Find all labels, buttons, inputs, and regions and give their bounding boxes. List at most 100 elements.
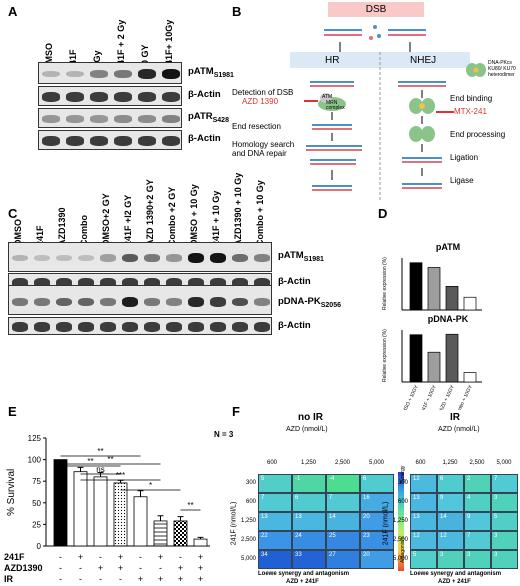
heatmap-cell: 7 xyxy=(491,474,518,493)
bar xyxy=(463,296,477,311)
heatmap-cell: 3 xyxy=(491,531,518,550)
heatmap-cell: -1 xyxy=(292,474,326,493)
blot-band xyxy=(34,322,50,332)
significance-label: ** xyxy=(187,501,193,510)
bar xyxy=(73,471,88,547)
blot-band xyxy=(56,322,72,332)
blot-band xyxy=(166,254,182,262)
heatmap-y-tick: 300 xyxy=(245,480,256,486)
treatment-sign: - xyxy=(159,563,162,573)
heatmap-cell: 6 xyxy=(437,474,464,493)
blot-band xyxy=(42,115,60,123)
lane-header: 241F + 10 Gy xyxy=(211,190,221,246)
end-binding-label: End binding xyxy=(450,94,493,103)
blot-band xyxy=(138,136,156,146)
bar xyxy=(133,496,148,547)
blot-band xyxy=(56,254,72,262)
blot-protein: β-Actin xyxy=(188,133,221,144)
blot-band xyxy=(100,298,116,306)
heatmap-cell: 34 xyxy=(258,550,292,569)
blot-band xyxy=(162,115,180,123)
bar xyxy=(409,334,423,383)
blot-band xyxy=(78,278,94,288)
panel-label-f: F xyxy=(232,404,240,419)
blot-protein: β-Actin xyxy=(278,320,311,331)
blot-band xyxy=(90,115,108,123)
dnapk-legend: DNA-PKcs KU80/ KU70 heterodimer xyxy=(488,60,516,78)
bar xyxy=(445,286,459,311)
heatmap-cell: 13 xyxy=(258,512,292,531)
blot-band xyxy=(210,253,226,263)
blot-band xyxy=(188,297,204,307)
blot-protein: pATM xyxy=(278,250,304,261)
blot-band xyxy=(232,297,248,307)
blot-band xyxy=(114,70,132,78)
panel-label-c: C xyxy=(8,206,18,221)
lane-header: Combo +2 GY xyxy=(167,186,177,246)
heatmap-cell: 7 xyxy=(326,493,360,512)
lane-header: AZD1390 + 10 Gy xyxy=(233,172,243,246)
blot-protein: pDNA-PK xyxy=(278,296,321,307)
blot-band xyxy=(232,278,248,288)
bar xyxy=(445,333,459,383)
heatmap-x-tick: 5,000 xyxy=(496,460,512,466)
heatmap-y-tick: 5,000 xyxy=(240,556,256,562)
y-axis-label: % Survival xyxy=(6,469,17,516)
detection-label: Detection of DSB xyxy=(232,88,294,97)
heatmap-cell: 33 xyxy=(292,550,326,569)
blot-band xyxy=(42,92,60,102)
treatment-sign: - xyxy=(59,574,62,584)
chart-title: pDNA-PK xyxy=(428,314,469,324)
bar xyxy=(193,538,208,547)
bar xyxy=(427,267,441,311)
blot-protein: β-Actin xyxy=(188,89,221,100)
blot-band xyxy=(210,297,226,307)
panel-b-schematic xyxy=(290,25,486,200)
bar xyxy=(463,372,477,383)
heatmap-cell: 14 xyxy=(437,512,464,531)
blot-label: β-Actin xyxy=(188,89,221,100)
blot-band xyxy=(12,322,28,332)
heatmap-colorbar xyxy=(398,472,404,571)
blot-image xyxy=(38,86,182,106)
treatment-sign: - xyxy=(119,574,122,584)
hr-label: HR xyxy=(325,55,340,66)
heatmap-cell: 7 xyxy=(258,493,292,512)
blot-image xyxy=(38,62,182,84)
panel-label-a: A xyxy=(8,4,18,19)
treatment-sign: + xyxy=(178,574,183,584)
significance-label: ns xyxy=(96,465,104,474)
y-tick-label: 25 xyxy=(32,520,41,529)
blot-label: β-Actin xyxy=(278,276,311,287)
heatmap-cell: 6 xyxy=(360,474,394,493)
blot-band xyxy=(12,298,28,306)
treatment-sign: - xyxy=(179,552,182,562)
significance-label: ** xyxy=(97,447,103,456)
treatment-sign: + xyxy=(118,552,123,562)
blot-site: S1981 xyxy=(213,71,234,79)
heatmap-y-tick: 600 xyxy=(245,499,256,505)
blot-band xyxy=(162,136,180,146)
x-tick-label: DMSO + 10GY xyxy=(400,384,420,410)
significance-label: ** xyxy=(87,457,93,466)
treatment-sign: - xyxy=(99,552,102,562)
y-tick-label: 75 xyxy=(32,477,41,486)
y-tick-label: 0 xyxy=(37,542,42,551)
heatmap-x-tick: 600 xyxy=(267,460,278,466)
ligation-label: Ligation xyxy=(450,153,479,162)
blot-band xyxy=(12,278,28,288)
heatmap-subcaption: AZD + 241F xyxy=(286,579,319,585)
blot-band xyxy=(254,322,270,332)
blot-band xyxy=(56,297,72,307)
panel-label-d: D xyxy=(378,206,388,221)
heatmap-x-tick: 1,250 xyxy=(301,460,317,466)
heatmap-cell: 25 xyxy=(326,531,360,550)
heatmap-cell: 9 xyxy=(464,512,491,531)
lane-header: AZD 1390+2 GY xyxy=(145,179,155,246)
blot-band xyxy=(114,115,132,123)
treatment-sign: + xyxy=(198,574,203,584)
azd-label: AZD 1390 xyxy=(242,97,279,106)
blot-band xyxy=(78,322,94,332)
blot-protein: pATR xyxy=(188,111,213,122)
